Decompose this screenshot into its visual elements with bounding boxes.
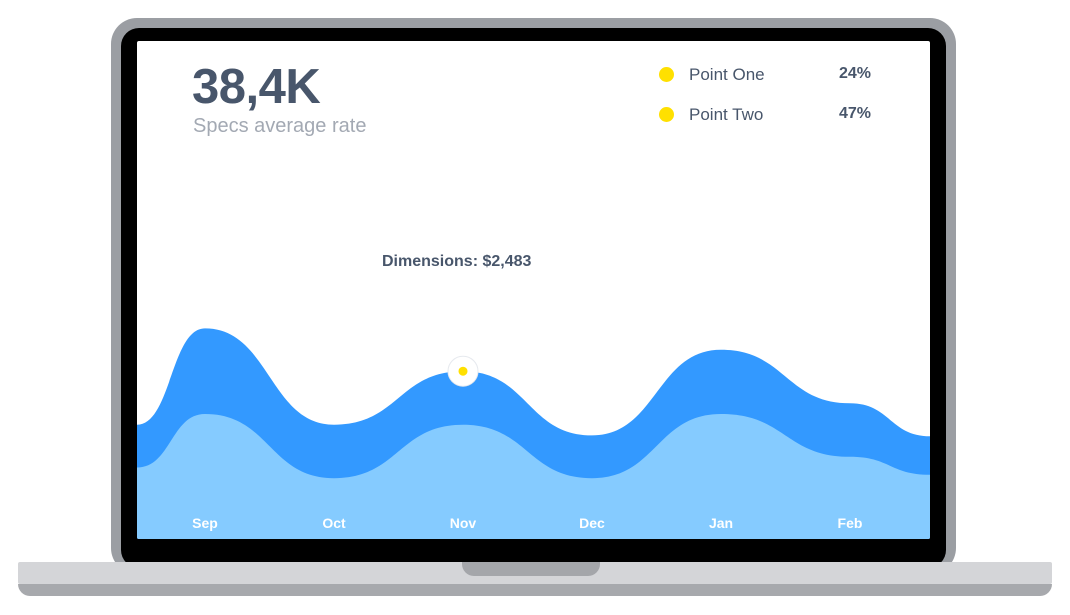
legend-item-point-two: Point Two 47% (659, 104, 879, 126)
x-tick-label: Feb (838, 515, 863, 531)
x-tick-label: Jan (709, 515, 733, 531)
legend-item-point-one: Point One 24% (659, 64, 879, 86)
legend-value: 24% (839, 65, 872, 82)
x-tick-label: Dec (579, 515, 605, 531)
chart-annotation: Dimensions: $2,483 (382, 253, 532, 270)
legend-dot-icon (659, 67, 674, 82)
x-tick-label: Nov (450, 515, 477, 531)
area-series-2 (137, 414, 930, 539)
dashboard-screen: Sep Oct Nov Dec Jan Feb 38,4K Specs average r… (137, 41, 930, 539)
kpi-value: 38,4K (192, 60, 321, 114)
legend-dot-icon (659, 107, 674, 122)
highlight-dot (458, 366, 468, 376)
x-tick-label: Oct (322, 515, 346, 531)
x-tick-label: Sep (192, 515, 218, 531)
highlight-marker[interactable] (447, 355, 479, 387)
legend-label: Point One (689, 65, 765, 84)
laptop-notch (462, 562, 600, 576)
laptop-base-edge (18, 584, 1052, 596)
kpi-label: Specs average rate (193, 115, 367, 137)
legend-label: Point Two (689, 105, 764, 124)
legend-value: 47% (839, 105, 872, 122)
area-chart: Sep Oct Nov Dec Jan Feb (137, 328, 930, 539)
